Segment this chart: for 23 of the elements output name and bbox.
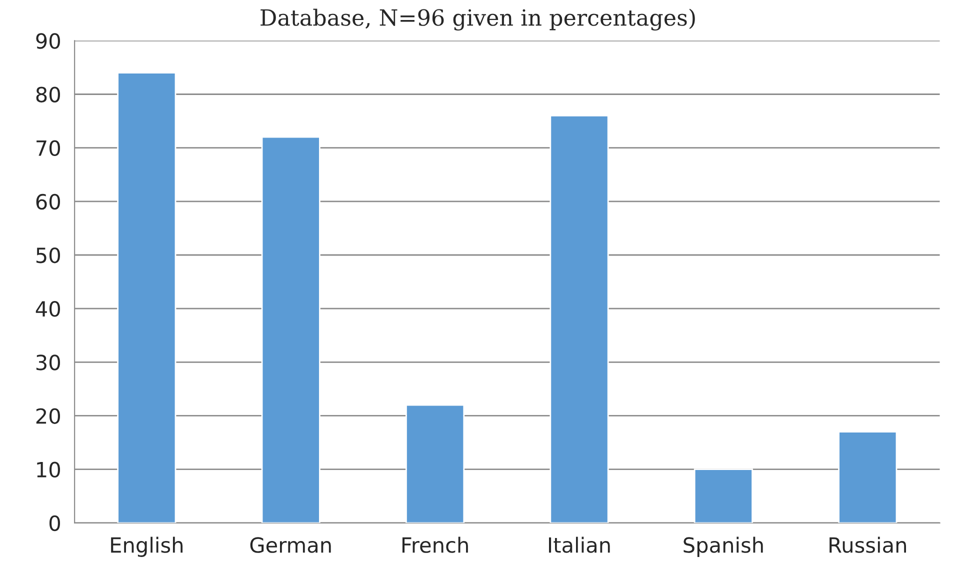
x-tick-label: Italian — [548, 536, 610, 553]
chart-title: Database, N=96 given in percentages) — [260, 8, 695, 31]
x-tick-label: Spanish — [684, 536, 763, 557]
x-tick-label: English — [111, 536, 183, 557]
bar — [261, 136, 320, 523]
y-tick-label: 60 — [36, 194, 60, 210]
y-tick-label: 80 — [36, 86, 60, 102]
x-tick-label: Russian — [830, 536, 906, 553]
bar — [117, 72, 176, 523]
y-tick-label: 20 — [36, 408, 60, 424]
y-tick-label: 30 — [36, 354, 60, 370]
y-tick-label: 10 — [37, 462, 60, 478]
y-tick-label: 70 — [36, 140, 60, 156]
x-tick-label: French — [402, 536, 468, 553]
y-tick-label: 40 — [36, 301, 60, 317]
y-tick-label: 50 — [36, 247, 60, 264]
bar — [694, 468, 753, 523]
y-tick-label: 0 — [49, 515, 60, 532]
bar — [406, 404, 465, 523]
x-tick-label: German — [250, 537, 331, 553]
bar — [550, 114, 609, 523]
y-tick-label: 90 — [36, 33, 60, 49]
bar — [838, 431, 898, 523]
